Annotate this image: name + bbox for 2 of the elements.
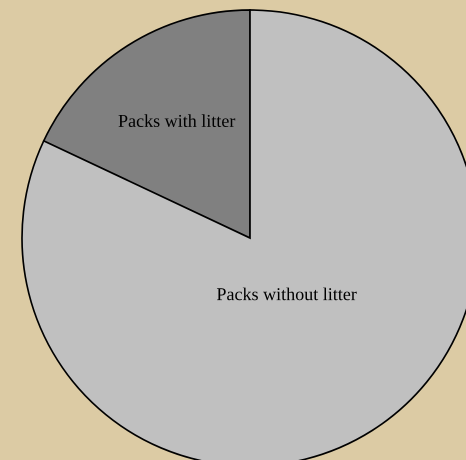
slice-label: Packs without litter	[216, 288, 357, 300]
slice-label: Packs with litter	[118, 114, 236, 128]
